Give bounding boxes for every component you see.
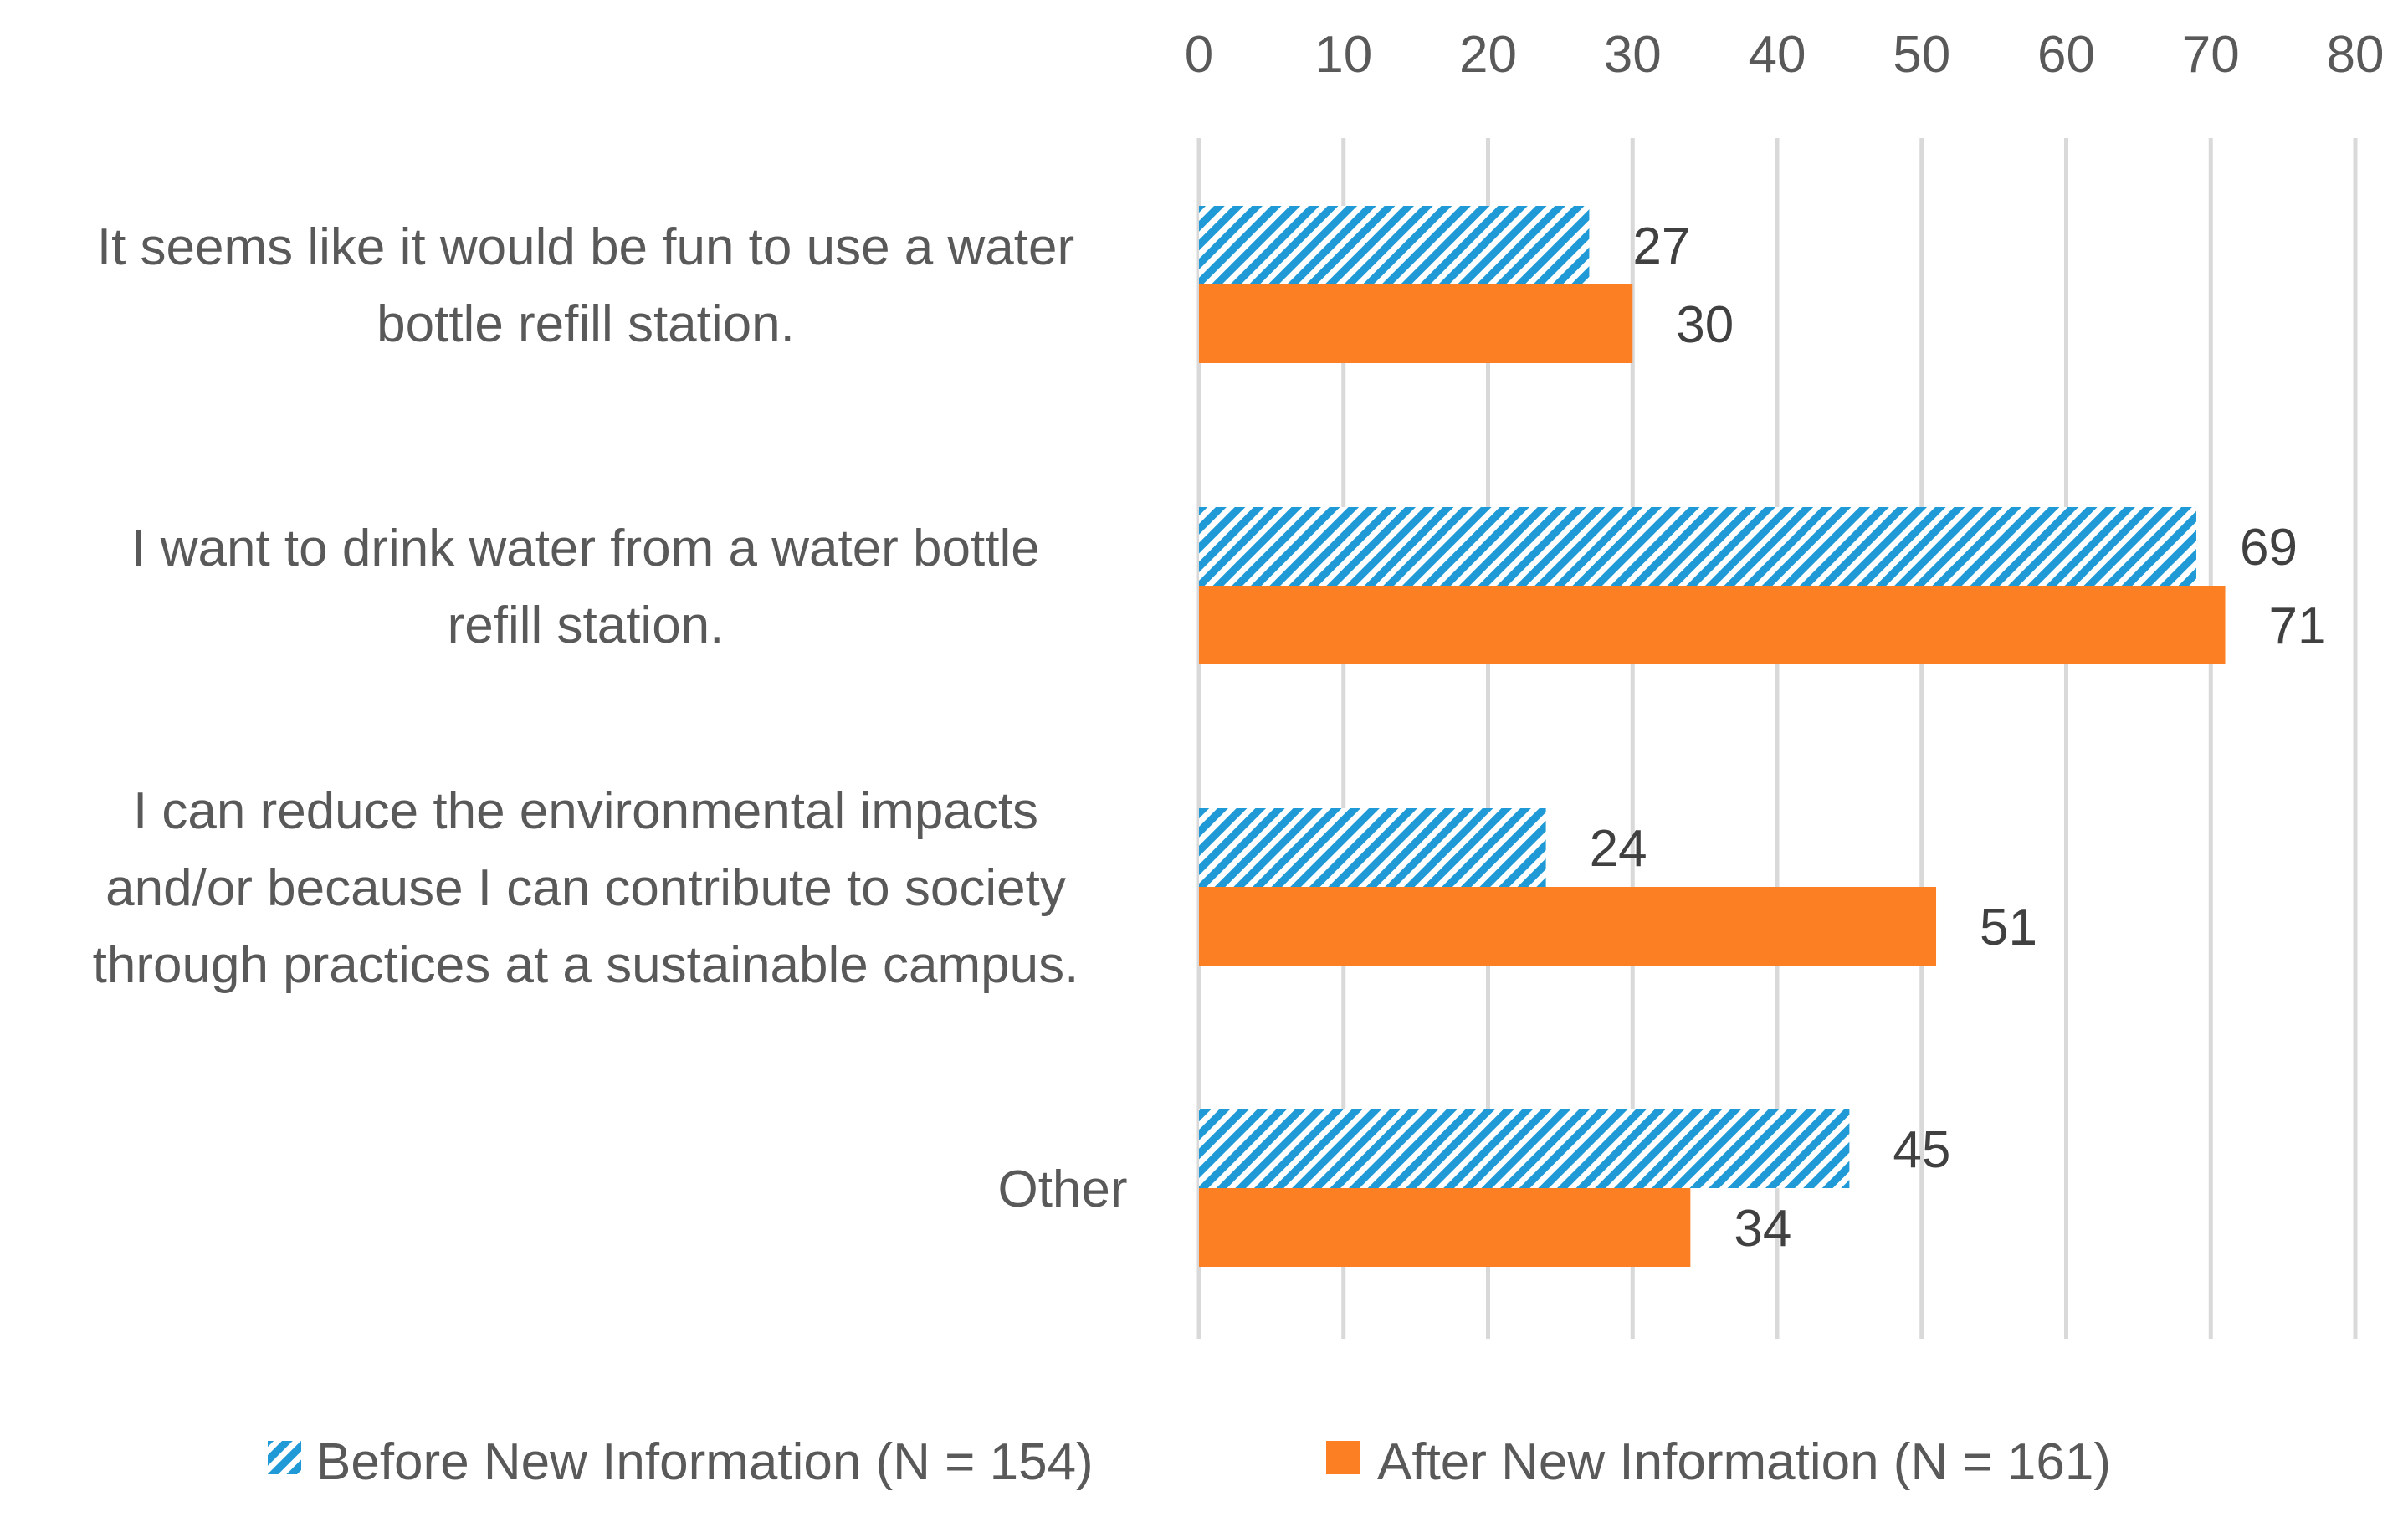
category-label: Other xyxy=(997,1161,1127,1218)
legend: Before New Information (N = 154) After Ne… xyxy=(268,1433,2111,1491)
x-tick-label: 80 xyxy=(2327,26,2385,84)
category-label: It seems like it would be fun to use a w… xyxy=(97,218,1074,353)
bar-after xyxy=(1199,284,1633,363)
x-tick-label: 20 xyxy=(1459,26,1517,84)
data-label: 69 xyxy=(2240,519,2298,577)
data-label: 34 xyxy=(1734,1200,1791,1258)
data-label: 45 xyxy=(1893,1121,1950,1179)
x-tick-label: 50 xyxy=(1893,26,1950,84)
data-label: 24 xyxy=(1590,820,1647,878)
bar-before xyxy=(1199,206,1590,284)
data-label: 27 xyxy=(1632,218,1690,275)
legend-label-before: Before New Information (N = 154) xyxy=(316,1433,1094,1491)
x-tick-label: 30 xyxy=(1604,26,1662,84)
legend-label-after: After New Information (N = 161) xyxy=(1377,1433,2111,1491)
x-tick-label: 70 xyxy=(2182,26,2240,84)
category-label: I want to drink water from a water bottl… xyxy=(131,520,1039,654)
bar-before xyxy=(1199,808,1546,887)
bar-before xyxy=(1199,1109,1850,1188)
legend-swatch-after xyxy=(1326,1441,1360,1474)
data-label: 30 xyxy=(1676,296,1734,354)
x-tick-label: 10 xyxy=(1314,26,1372,84)
x-tick-label: 40 xyxy=(1749,26,1806,84)
bar-after xyxy=(1199,586,2226,664)
bar-after xyxy=(1199,887,1937,966)
bar-after xyxy=(1199,1188,1691,1267)
x-tick-label: 0 xyxy=(1185,26,1213,84)
data-label: 51 xyxy=(1980,899,2037,956)
data-label: 71 xyxy=(2269,597,2327,655)
legend-swatch-before xyxy=(268,1441,301,1474)
category-label: I can reduce the environmental impacts an… xyxy=(93,782,1079,994)
x-tick-label: 60 xyxy=(2037,26,2095,84)
category-labels: It seems like it would be fun to use a w… xyxy=(93,218,1128,1218)
x-axis-ticks: 0 10 20 30 40 50 60 70 80 xyxy=(1185,26,2385,84)
bars: 27 30 69 71 24 51 45 34 xyxy=(1199,206,2326,1267)
bar-before xyxy=(1199,507,2196,586)
